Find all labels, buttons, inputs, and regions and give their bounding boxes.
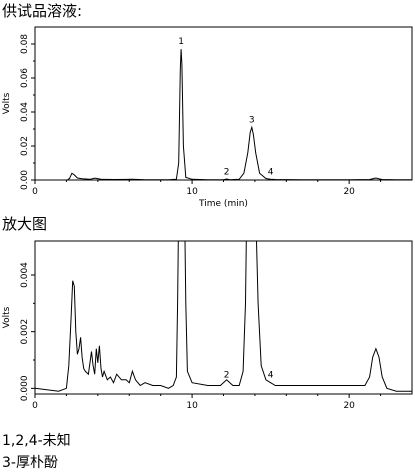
x-tick-label: 10: [186, 187, 198, 197]
y-tick-label: 0.00: [20, 170, 30, 190]
peak-label: 1: [178, 37, 184, 47]
chromatogram-full-chart: 0.00 0.02 0.04 0.06 0.08 0 10 20 Volts Time (min)…: [2, 26, 413, 209]
y-tick-label: 0.08: [20, 34, 30, 54]
peak-note-unknown: 1,2,4-未知: [2, 433, 71, 449]
peak-note-magnolol: 3-厚朴酚: [2, 455, 58, 471]
x-axis-label: Time (min): [198, 199, 248, 209]
peak-label: 2: [224, 167, 230, 177]
zoomed-view-heading: 放大图: [2, 215, 48, 233]
peak-label: 3: [249, 115, 255, 125]
y-axis-label: Volts: [2, 306, 12, 328]
sample-solution-heading: 供试品溶液:: [2, 2, 83, 20]
chromatogram-trace: [66, 49, 412, 180]
plot-frame: [34, 26, 413, 181]
peak-label: 4: [268, 167, 274, 177]
y-tick-label: 0.002: [20, 319, 30, 345]
chromatogram-trace: [35, 241, 412, 392]
x-tick-label: 20: [343, 401, 355, 411]
y-tick-label: 0.06: [20, 68, 30, 88]
x-tick-label: 0: [32, 187, 38, 197]
peak-label: 4: [268, 371, 274, 381]
x-tick-label: 10: [186, 401, 198, 411]
plot-frame: [34, 240, 413, 395]
x-tick-label: 0: [32, 401, 38, 411]
y-tick-label: 0.004: [20, 262, 30, 288]
peak-label: 2: [224, 371, 230, 381]
y-tick-label: 0.02: [20, 136, 30, 156]
y-tick-label: 0.000: [20, 375, 30, 401]
y-tick-label: 0.04: [20, 102, 30, 122]
x-tick-label: 20: [343, 187, 355, 197]
y-axis-label: Volts: [2, 92, 12, 114]
